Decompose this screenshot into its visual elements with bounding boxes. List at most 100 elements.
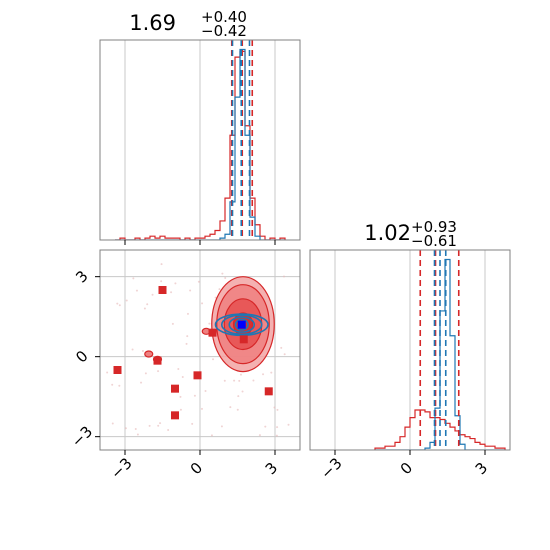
histogram-panel-param-1 xyxy=(115,40,286,240)
sample-point xyxy=(132,277,135,280)
sample-point xyxy=(197,280,200,283)
sample-point xyxy=(157,424,160,427)
scatter-marker-secondary xyxy=(237,320,246,329)
sample-point xyxy=(135,289,138,292)
sample-point xyxy=(159,422,162,425)
sample-point xyxy=(287,423,290,426)
sample-point xyxy=(282,275,285,278)
sample-point xyxy=(111,383,114,386)
x-tick-label: 3 xyxy=(262,459,281,478)
sample-point xyxy=(160,263,163,266)
title-param-1: 1.69 xyxy=(129,11,176,35)
sample-point xyxy=(262,373,265,376)
sample-point xyxy=(264,425,267,428)
sample-point xyxy=(237,395,240,398)
y-tick-label: −3 xyxy=(68,422,96,450)
scatter-marker-primary xyxy=(239,335,248,344)
x-tick-label: −3 xyxy=(317,454,345,482)
sample-point xyxy=(193,394,196,397)
scatter-marker-primary xyxy=(208,328,217,337)
scatter-marker-primary xyxy=(171,411,179,420)
sample-point xyxy=(258,434,261,437)
sample-point xyxy=(200,407,203,410)
sample-point xyxy=(140,381,143,384)
sample-point xyxy=(118,384,121,387)
title-param-2-plus: +0.93 xyxy=(411,218,457,236)
sample-point xyxy=(239,373,242,376)
x-tick-label: 3 xyxy=(472,459,491,478)
title-param-1-plus: +0.40 xyxy=(201,8,247,26)
sample-point xyxy=(236,408,239,411)
sample-point xyxy=(224,276,227,279)
secondary-contour-level xyxy=(234,318,249,331)
sample-point xyxy=(116,302,119,305)
sample-point xyxy=(273,406,276,409)
sample-point xyxy=(275,434,278,437)
sample-point xyxy=(280,346,283,349)
sample-point xyxy=(229,406,232,409)
x-tick-label: −3 xyxy=(107,454,135,482)
histogram-series-primary xyxy=(115,50,286,240)
sample-point xyxy=(223,379,226,382)
sample-point xyxy=(151,293,154,296)
secondary-contour-level xyxy=(228,316,256,333)
sample-point xyxy=(212,358,215,361)
sample-point xyxy=(221,272,224,275)
sample-point xyxy=(118,304,121,307)
y-tick-label: 3 xyxy=(72,267,91,286)
sample-point xyxy=(125,299,128,302)
sample-point xyxy=(208,322,211,325)
sample-point xyxy=(191,422,194,425)
sample-point xyxy=(186,335,189,338)
sample-point xyxy=(160,280,163,283)
sample-point xyxy=(220,425,223,428)
histogram-panel-param-2 xyxy=(334,250,506,450)
primary-contour-island xyxy=(144,350,154,358)
sample-point xyxy=(233,379,236,382)
histogram-series-secondary xyxy=(115,48,285,240)
scatter-marker-primary xyxy=(158,286,167,294)
sample-point xyxy=(144,372,147,375)
secondary-contour-level xyxy=(220,314,263,336)
sample-point xyxy=(189,289,192,292)
sample-point xyxy=(270,371,273,374)
sample-point xyxy=(157,370,160,373)
sample-point xyxy=(124,427,127,430)
scatter-marker-primary xyxy=(171,384,179,393)
sample-point xyxy=(218,288,221,291)
sample-point xyxy=(186,312,189,315)
y-tick-label: 0 xyxy=(72,347,91,366)
sample-point xyxy=(170,291,173,294)
sample-point xyxy=(146,303,149,306)
sample-point xyxy=(148,424,151,427)
sample-point xyxy=(174,282,177,285)
sample-point xyxy=(179,395,182,398)
sample-point xyxy=(177,368,180,371)
sample-point xyxy=(252,379,255,382)
scatter-marker-primary xyxy=(113,366,122,374)
sample-point xyxy=(143,307,146,310)
sample-point xyxy=(204,390,207,393)
sample-point xyxy=(167,429,170,432)
sample-point xyxy=(179,408,182,411)
sample-point xyxy=(171,322,174,325)
sample-point xyxy=(241,390,244,393)
title-param-2: 1.02 xyxy=(364,221,411,245)
histogram-series-primary xyxy=(374,409,506,450)
title-param-2-minus: −0.61 xyxy=(411,232,457,250)
sample-point xyxy=(134,427,137,430)
sample-point xyxy=(283,353,286,356)
sample-point xyxy=(276,426,279,429)
sample-point xyxy=(238,379,241,382)
scatter-marker-primary xyxy=(153,356,162,365)
x-tick-label: 0 xyxy=(397,459,416,478)
scatter-marker-primary xyxy=(193,371,202,380)
sample-point xyxy=(136,433,139,436)
scatter-marker-primary xyxy=(264,387,273,396)
scatter-panel xyxy=(100,250,300,450)
sample-point xyxy=(214,296,217,299)
title-param-1-minus: −0.42 xyxy=(201,22,247,40)
x-tick-label: 0 xyxy=(187,459,206,478)
sample-point xyxy=(131,348,134,351)
